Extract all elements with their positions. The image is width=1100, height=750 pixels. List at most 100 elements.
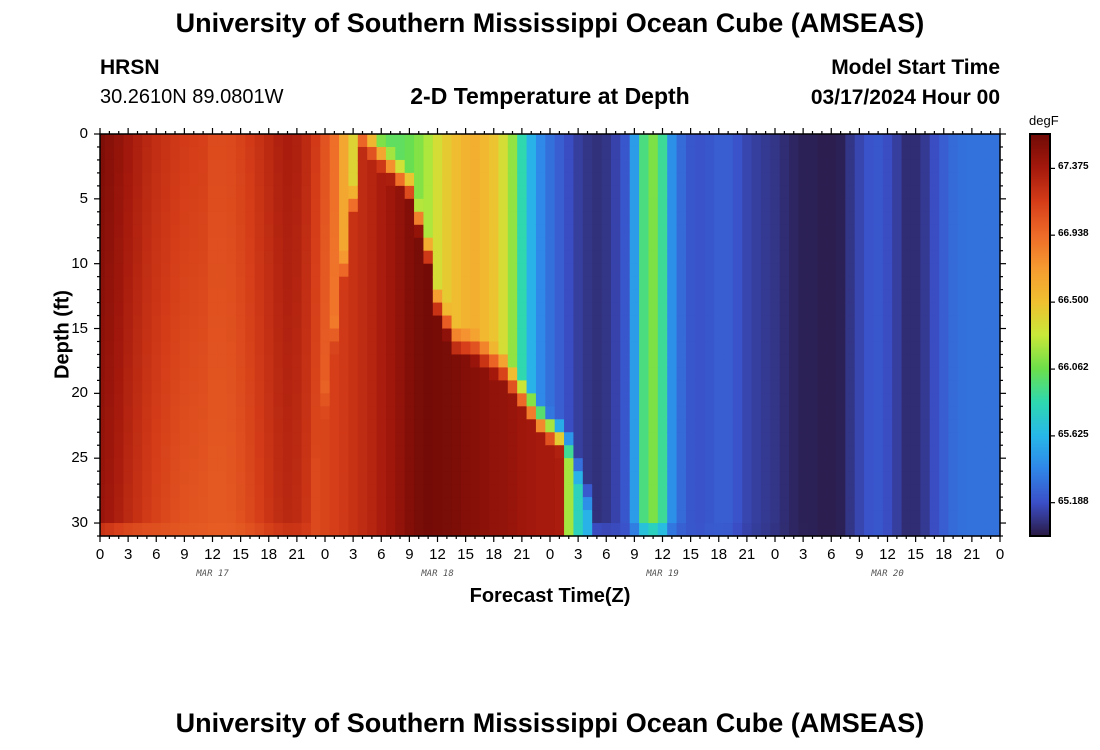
heatmap-cell [460, 458, 471, 472]
heatmap-cell [123, 237, 134, 252]
heatmap-cell [948, 484, 959, 498]
heatmap-cell [948, 237, 959, 252]
heatmap-cell [610, 406, 621, 420]
heatmap-cell [948, 497, 959, 511]
heatmap-cell [179, 146, 190, 161]
heatmap-cell [357, 523, 368, 537]
heatmap-cell [882, 432, 893, 446]
heatmap-cell [535, 419, 546, 433]
heatmap-cell [414, 237, 425, 252]
heatmap-cell [770, 302, 781, 317]
heatmap-cell [329, 237, 340, 252]
heatmap-cell [882, 134, 893, 148]
heatmap-cell [817, 263, 828, 278]
heatmap-cell [100, 523, 106, 537]
heatmap-cell [198, 471, 209, 485]
heatmap-cell [282, 172, 293, 187]
heatmap-cell [132, 497, 143, 511]
heatmap-cell [100, 367, 106, 381]
heatmap-cell [948, 432, 959, 446]
heatmap-cell [714, 146, 725, 161]
heatmap-cell [535, 146, 546, 161]
heatmap-cell [282, 250, 293, 265]
heatmap-cell [770, 263, 781, 278]
heatmap-cell [395, 445, 406, 459]
heatmap-cell [348, 523, 359, 537]
heatmap-cell [414, 263, 425, 278]
heatmap-cell [732, 354, 743, 369]
heatmap-cell [301, 328, 312, 343]
heatmap-cell [545, 523, 556, 537]
heatmap-cell [620, 302, 631, 317]
heatmap-cell [892, 159, 903, 174]
heatmap-cell [732, 276, 743, 291]
heatmap-cell [100, 302, 106, 317]
heatmap-cell [948, 328, 959, 343]
heatmap-cell [320, 393, 331, 407]
heatmap-cell [648, 276, 659, 291]
heatmap-cell [798, 276, 809, 291]
heatmap-cell [835, 328, 846, 343]
heatmap-cell [189, 380, 200, 394]
heatmap-cell [948, 289, 959, 304]
heatmap-cell [535, 484, 546, 498]
heatmap-cell [901, 523, 912, 537]
heatmap-cell [329, 380, 340, 394]
heatmap-cell [179, 406, 190, 420]
heatmap-cell [264, 419, 275, 433]
heatmap-cell [592, 458, 603, 472]
heatmap-cell [217, 341, 228, 356]
heatmap-cell [114, 341, 125, 356]
heatmap-cell [873, 315, 884, 330]
heatmap-cell [742, 302, 753, 317]
heatmap-cell [639, 224, 650, 239]
heatmap-cell [273, 341, 284, 356]
heatmap-cell [282, 354, 293, 369]
heatmap-cell [104, 484, 115, 498]
heatmap-cell [245, 419, 256, 433]
heatmap-cell [160, 263, 171, 278]
heatmap-cell [976, 134, 987, 148]
heatmap-cell [798, 510, 809, 524]
heatmap-cell [854, 289, 865, 304]
heatmap-cell [601, 302, 612, 317]
heatmap-cell [160, 315, 171, 330]
heatmap-cell [151, 276, 162, 291]
heatmap-cell [864, 276, 875, 291]
heatmap-cell [929, 276, 940, 291]
heatmap-cell [901, 159, 912, 174]
heatmap-cell [714, 354, 725, 369]
x-tick-label: 15 [907, 546, 924, 563]
heatmap-cell [920, 393, 931, 407]
heatmap-cell [142, 471, 153, 485]
heatmap-cell [910, 263, 921, 278]
heatmap-cell [817, 367, 828, 381]
heatmap-cell [742, 445, 753, 459]
heatmap-cell [704, 263, 715, 278]
heatmap-cell [723, 263, 734, 278]
heatmap-cell [554, 406, 565, 420]
heatmap-cell [395, 289, 406, 304]
heatmap-cell [742, 380, 753, 394]
heatmap-cell [329, 263, 340, 278]
heatmap-cell [704, 406, 715, 420]
heatmap-cell [601, 172, 612, 187]
heatmap-cell [104, 523, 115, 537]
heatmap-cell [385, 484, 396, 498]
heatmap-cell [639, 276, 650, 291]
heatmap-cell [179, 250, 190, 265]
heatmap-cell [939, 445, 950, 459]
heatmap-cell [620, 289, 631, 304]
heatmap-cell [273, 198, 284, 213]
heatmap-cell [779, 393, 790, 407]
heatmap-cell [273, 393, 284, 407]
heatmap-cell [864, 380, 875, 394]
heatmap-cell [432, 393, 443, 407]
heatmap-cell [657, 198, 668, 213]
heatmap-cell [100, 497, 106, 511]
heatmap-cell [901, 445, 912, 459]
heatmap-cell [779, 185, 790, 200]
heatmap-cell [498, 211, 509, 226]
heatmap-cell [100, 198, 106, 213]
heatmap-cell [901, 134, 912, 148]
